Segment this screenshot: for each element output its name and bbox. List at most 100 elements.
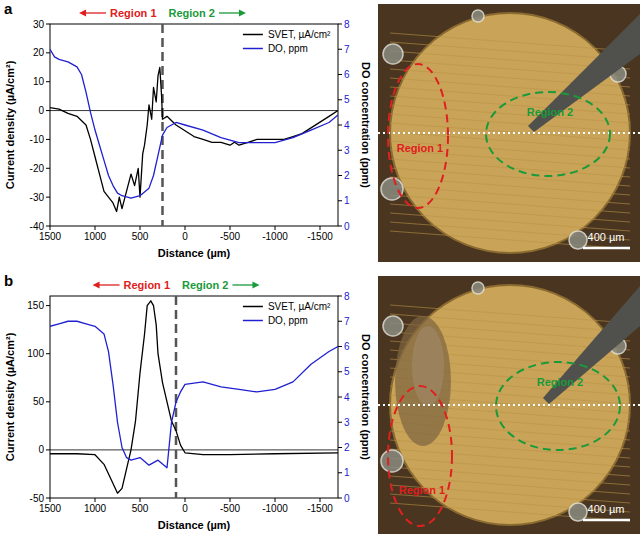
surface-texture bbox=[390, 503, 630, 521]
x-tick-label: -1000 bbox=[262, 503, 288, 514]
y-axis-title: Current density (µA/cm²) bbox=[4, 332, 16, 461]
x-tick-label: 500 bbox=[132, 231, 149, 242]
region-1-outline bbox=[388, 386, 452, 526]
x-tick-label: 1000 bbox=[84, 231, 107, 242]
legend-label: DO, ppm bbox=[268, 43, 308, 54]
x-tick bbox=[275, 226, 276, 230]
region-arrow-head bbox=[252, 282, 259, 289]
legend: SVET, µA/cm²DO, ppm bbox=[243, 29, 331, 54]
surface-texture bbox=[390, 168, 630, 186]
zero-line bbox=[50, 449, 338, 450]
y2-tick bbox=[338, 472, 342, 473]
y2-tick bbox=[338, 175, 342, 176]
region-arrow-head bbox=[93, 282, 100, 289]
x-tick bbox=[320, 498, 321, 502]
x-tick-label: 0 bbox=[182, 503, 188, 514]
y2-tick bbox=[338, 447, 342, 448]
micrograph bbox=[378, 4, 640, 262]
region-2-outline bbox=[496, 362, 620, 450]
y2-tick-label: 4 bbox=[344, 120, 350, 131]
y2-tick bbox=[338, 346, 342, 347]
y2-tick bbox=[338, 296, 342, 297]
y2-tick-label: 8 bbox=[344, 291, 350, 302]
legend-label: DO, ppm bbox=[268, 315, 308, 326]
scan-line bbox=[378, 132, 640, 134]
y-tick bbox=[46, 110, 50, 111]
figure: a150010005000-500-1000-1500-40-30-20-100… bbox=[0, 0, 644, 542]
micrograph bbox=[378, 276, 640, 534]
y-tick bbox=[46, 449, 50, 450]
x-tick bbox=[185, 226, 186, 230]
y-tick-label: 150 bbox=[27, 300, 44, 311]
bubble bbox=[472, 282, 484, 294]
scale-bar bbox=[583, 247, 630, 250]
surface-texture bbox=[390, 485, 630, 503]
surface-texture bbox=[390, 105, 630, 123]
legend-swatch bbox=[243, 34, 263, 36]
photo-background bbox=[378, 4, 640, 262]
y2-tick-label: 7 bbox=[344, 44, 350, 55]
y-tick bbox=[46, 197, 50, 198]
y2-tick-label: 2 bbox=[344, 442, 350, 453]
photo-region-label: Region 1 bbox=[397, 142, 443, 154]
x-tick bbox=[230, 498, 231, 502]
y2-tick bbox=[338, 125, 342, 126]
region-arrow-head bbox=[239, 10, 246, 17]
y2-tick-label: 6 bbox=[344, 341, 350, 352]
y2-tick-label: 0 bbox=[344, 221, 350, 232]
legend-swatch bbox=[243, 320, 263, 322]
x-tick-label: -1500 bbox=[307, 231, 333, 242]
x-tick-label: -500 bbox=[220, 231, 240, 242]
x-tick-label: -500 bbox=[220, 503, 240, 514]
do-line bbox=[50, 321, 338, 467]
surface-texture bbox=[390, 177, 630, 195]
bubble bbox=[569, 503, 587, 521]
legend: SVET, µA/cm² DO, ppm bbox=[243, 301, 331, 326]
y-tick-label: 50 bbox=[33, 396, 45, 407]
y2-tick-label: 0 bbox=[344, 493, 350, 504]
y-axis-title: Current density (µA/cm²) bbox=[4, 60, 16, 189]
region-divider bbox=[161, 24, 164, 226]
surface-texture bbox=[390, 204, 630, 222]
panel-letter: a bbox=[4, 0, 13, 17]
y2-tick-label: 3 bbox=[344, 145, 350, 156]
y-tick bbox=[46, 168, 50, 169]
do-line bbox=[50, 49, 338, 198]
plot-frame bbox=[50, 296, 338, 498]
y2-tick-label: 4 bbox=[344, 392, 350, 403]
y-tick-label: -40 bbox=[30, 221, 45, 232]
y2-tick-label: 7 bbox=[344, 316, 350, 327]
region-label: Region 1 bbox=[124, 279, 170, 291]
surface-texture bbox=[390, 213, 630, 231]
y-tick bbox=[46, 139, 50, 140]
photo-region-label: Region 2 bbox=[527, 106, 573, 118]
panel-letter: b bbox=[4, 272, 13, 289]
y-tick-label: -20 bbox=[30, 163, 45, 174]
region-2-outline bbox=[486, 92, 610, 176]
plot-area bbox=[50, 24, 338, 226]
y2-tick-label: 1 bbox=[344, 195, 350, 206]
bubble bbox=[472, 10, 484, 22]
legend-label: SVET, µA/cm² bbox=[268, 301, 331, 312]
region-label: Region 2 bbox=[169, 7, 215, 19]
scale-bar bbox=[583, 519, 630, 522]
surface-texture bbox=[390, 141, 630, 159]
surface-texture bbox=[390, 96, 630, 114]
y2-tick bbox=[338, 49, 342, 50]
x-axis-title: Distance (µm) bbox=[158, 247, 231, 259]
bubble bbox=[569, 231, 587, 249]
y-tick bbox=[46, 81, 50, 82]
x-tick bbox=[95, 226, 96, 230]
bubble bbox=[383, 44, 403, 64]
region-label: Region 1 bbox=[110, 7, 156, 19]
y-tick bbox=[46, 24, 50, 25]
x-tick-label: 1000 bbox=[84, 503, 107, 514]
region-divider bbox=[175, 296, 178, 498]
y2-tick-label: 3 bbox=[344, 417, 350, 428]
y-tick-label: -50 bbox=[30, 493, 45, 504]
y2-tick bbox=[338, 498, 342, 499]
corrosion-patch bbox=[395, 316, 451, 446]
surface-texture bbox=[390, 114, 630, 132]
y-tick bbox=[46, 52, 50, 53]
panel-a: a150010005000-500-1000-1500-40-30-20-100… bbox=[4, 0, 640, 262]
